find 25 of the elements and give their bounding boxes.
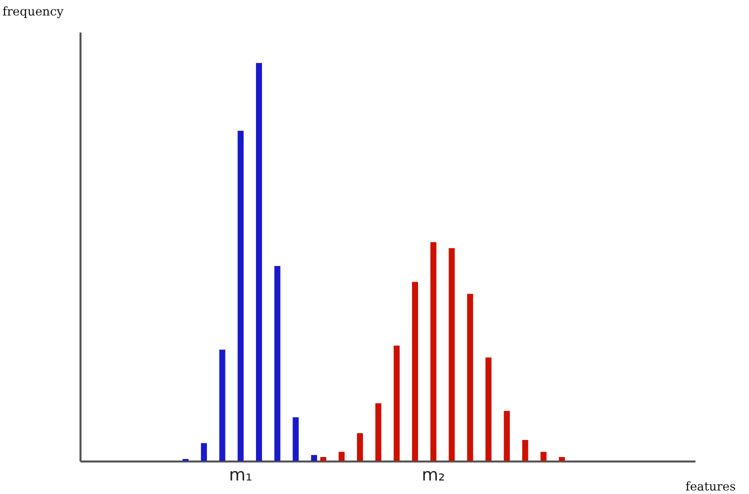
bar (311, 455, 318, 461)
bar (292, 417, 299, 461)
bar (522, 440, 528, 461)
bar (320, 457, 326, 461)
x-axis-title: features (686, 480, 736, 494)
bar (274, 266, 280, 461)
bar (412, 282, 418, 461)
bar (430, 242, 436, 461)
y-axis-title: frequency (2, 4, 64, 18)
x-tick-label: m₁ (228, 466, 252, 486)
bar (394, 346, 400, 461)
bar (200, 443, 207, 461)
bar (338, 452, 345, 461)
bar (448, 248, 455, 461)
bar (540, 452, 547, 461)
bar (356, 433, 363, 461)
bar (485, 358, 492, 461)
bar (504, 410, 510, 461)
bar (256, 63, 262, 461)
x-tick-label: m₂ (422, 466, 446, 486)
bar (467, 294, 474, 461)
bar (238, 130, 244, 461)
bar (558, 457, 565, 461)
bar (219, 350, 226, 461)
bar (375, 403, 382, 461)
